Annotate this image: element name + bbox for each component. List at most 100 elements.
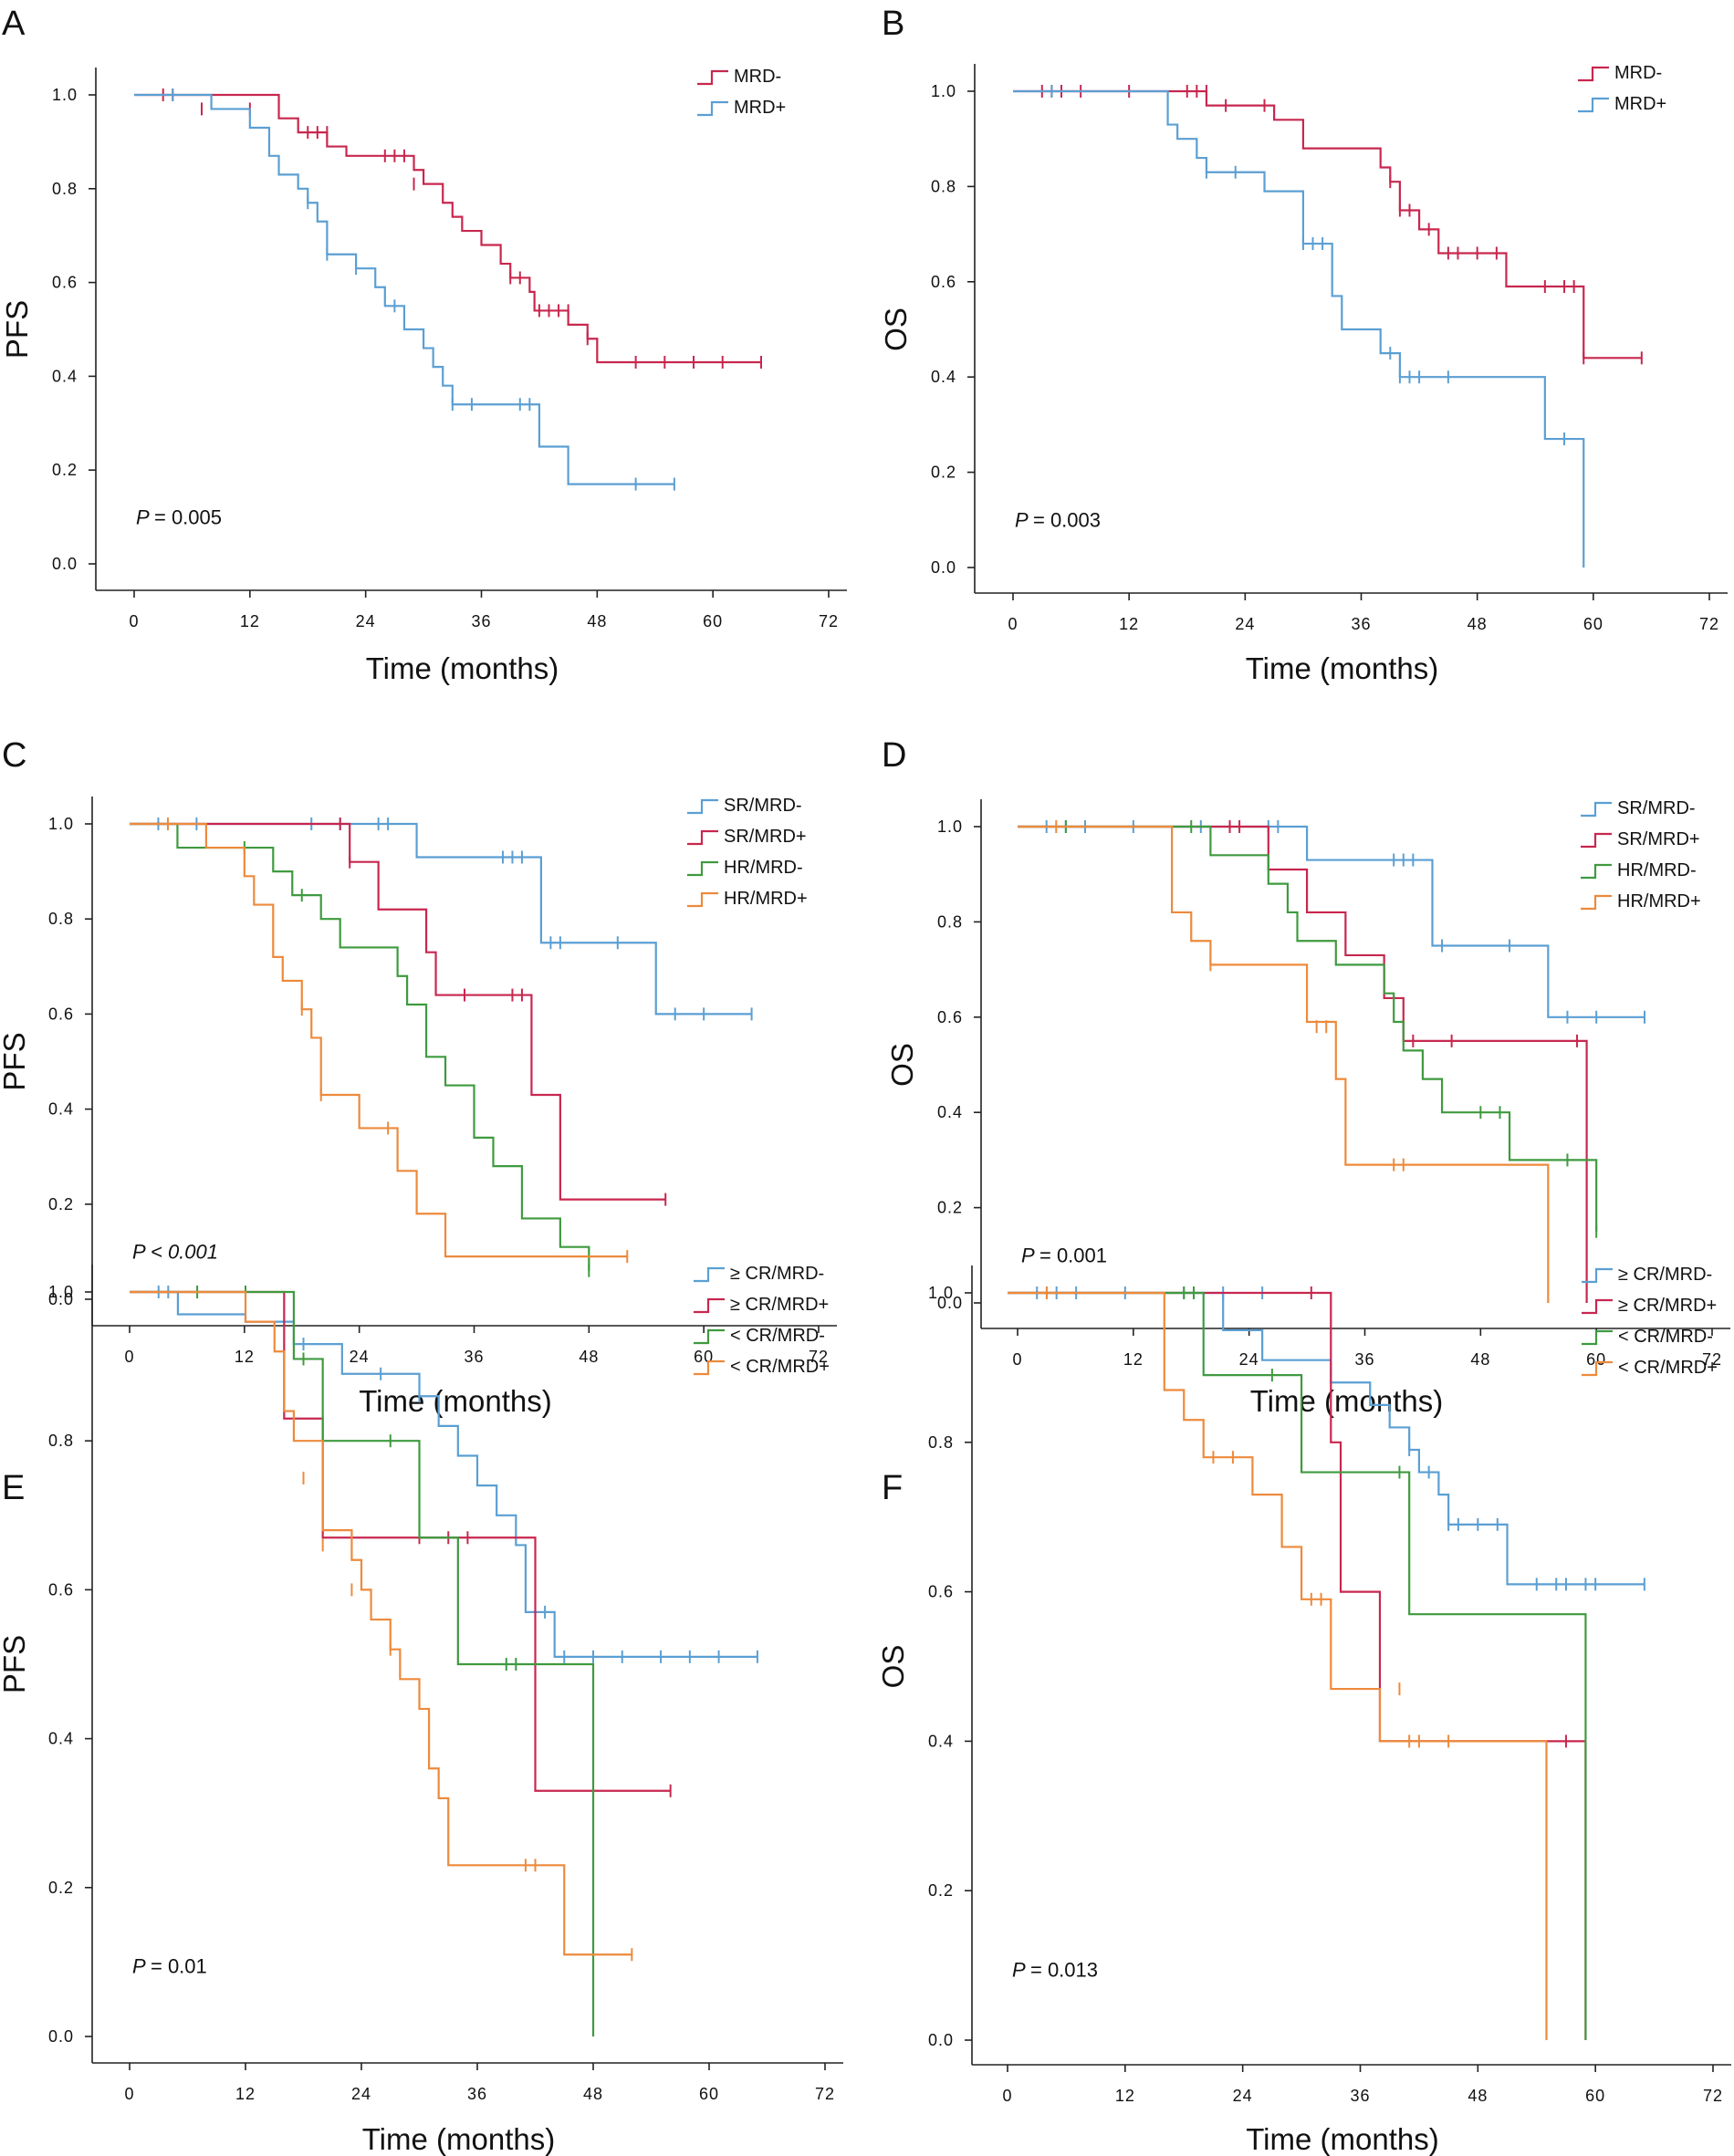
- panel-e-y-tick-label: 0.2: [48, 1879, 74, 1897]
- panel-a-legend-label: MRD-: [734, 67, 781, 87]
- panel-c-x-tick-label: 24: [350, 1348, 370, 1366]
- panel-e-x-tick-label: 12: [235, 2085, 256, 2103]
- panel-c-letter: C: [2, 736, 26, 775]
- panel-c-y-tick-label: 0.0: [48, 1290, 74, 1308]
- panel-f-x-axis-title: Time (months): [1246, 2122, 1438, 2156]
- panel-c-legend-label: HR/MRD+: [724, 889, 808, 909]
- panel-a-curve-1: [134, 93, 762, 364]
- panel-e-legend-label: < CR/MRD+: [730, 1357, 830, 1377]
- panel-a-y-tick-label: 0.6: [52, 274, 78, 292]
- panel-c-legend-swatch: [687, 860, 718, 877]
- panel-d-letter: D: [882, 736, 906, 775]
- panel-d-curve-1: [1018, 825, 1645, 1018]
- panel-c-legend-label: HR/MRD-: [724, 858, 803, 878]
- panel-b: B 0 12 24 36 48 60 72 0.0 0.2 0.4 0.6 0.8 1.0 Time (mo…: [879, 5, 1728, 685]
- panel-e-y-tick-label: 0.4: [48, 1730, 74, 1748]
- panel-d-legend-label: HR/MRD-: [1617, 860, 1697, 880]
- panel-d-y-tick-label: 1.0: [937, 818, 963, 836]
- panel-e-legend-label: ≥ CR/MRD-: [730, 1264, 824, 1284]
- panel-c-legend-swatch: [687, 798, 718, 815]
- panel-d-y-tick-label: 0.2: [937, 1199, 963, 1217]
- panel-d-y-axis-title: OS: [885, 1043, 919, 1087]
- panel-d-x-tick-label: 12: [1123, 1350, 1144, 1369]
- panel-b-curve-1: [1013, 89, 1642, 359]
- panel-f-legend-swatch: [1582, 1360, 1613, 1377]
- panel-c-legend-swatch: [687, 829, 718, 846]
- panel-f-x-tick-label: 12: [1115, 2087, 1135, 2105]
- panel-d-x-tick-label: 36: [1354, 1350, 1374, 1369]
- panel-d-curve-4: [1018, 825, 1550, 1303]
- panel-e-legend-label: < CR/MRD-: [730, 1326, 825, 1346]
- panel-b-x-tick-label: 24: [1235, 615, 1255, 633]
- panel-a-legend-swatch: [697, 100, 728, 117]
- panel-d-legend-label: SR/MRD+: [1617, 829, 1700, 849]
- panel-b-y-tick-label: 0.6: [931, 273, 956, 291]
- panel-c-y-tick-label: 0.6: [48, 1005, 74, 1023]
- panel-f-curve-4: [1008, 1291, 1548, 2040]
- panel-a-x-tick-label: 12: [240, 612, 260, 630]
- panel-e-legend-swatch: [694, 1297, 725, 1314]
- panel-b-x-axis-title: Time (months): [1246, 651, 1438, 685]
- panel-f-x-tick-label: 24: [1233, 2087, 1253, 2105]
- panel-b-y-tick-label: 1.0: [931, 82, 956, 100]
- panel-f-x-tick-label: 60: [1585, 2087, 1605, 2105]
- panel-f-p-value: P = 0.013: [1012, 1958, 1098, 1981]
- panel-d-x-tick-label: 72: [1702, 1350, 1722, 1369]
- panel-e-x-tick-label: 0: [124, 2085, 134, 2103]
- panel-f-legend-label: < CR/MRD+: [1618, 1358, 1718, 1378]
- panel-b-legend-label: MRD+: [1614, 94, 1666, 114]
- panel-f-legend-swatch: [1582, 1329, 1613, 1346]
- panel-a-y-tick-label: 0.2: [52, 461, 78, 479]
- panel-f-legend-swatch: [1582, 1267, 1613, 1284]
- panel-c: C 0 12 24 36 48 60 72 0.0 0.2 0.4 0.6 0.8 1.0 Time (mo…: [0, 736, 837, 1418]
- panel-c-legend-swatch: [687, 891, 718, 908]
- panel-b-y-tick-label: 0.4: [931, 368, 956, 386]
- panel-a-y-axis-title: PFS: [0, 300, 34, 359]
- panel-e-x-axis-title: Time (months): [362, 2122, 555, 2156]
- panel-b-x-tick-label: 72: [1699, 615, 1719, 633]
- panel-d-y-tick-label: 0.4: [937, 1103, 963, 1121]
- panel-e-x-tick-label: 24: [351, 2085, 371, 2103]
- panel-e-x-tick-label: 72: [815, 2085, 835, 2103]
- panel-c-x-tick-label: 36: [464, 1348, 484, 1366]
- panel-b-curve-2: [1013, 89, 1585, 568]
- panel-b-x-tick-label: 60: [1583, 615, 1603, 633]
- panel-f-y-tick-label: 0.6: [928, 1583, 954, 1601]
- panel-f-letter: F: [882, 1469, 903, 1507]
- panel-b-legend-label: MRD-: [1614, 63, 1662, 83]
- panel-f-legend-swatch: [1582, 1298, 1613, 1315]
- panel-c-x-tick-label: 0: [124, 1348, 134, 1366]
- panel-d-x-tick-label: 60: [1586, 1350, 1606, 1369]
- panel-d-y-tick-label: 0.8: [937, 912, 963, 931]
- panel-f-y-tick-label: 0.8: [928, 1433, 954, 1452]
- panel-e-curve-1: [130, 1290, 757, 1658]
- panel-f-y-tick-label: 0.0: [928, 2031, 954, 2049]
- panel-a-x-tick-label: 60: [703, 612, 723, 630]
- panel-d-legend-swatch: [1581, 832, 1612, 849]
- panel-b-legend-swatch: [1578, 97, 1609, 113]
- panel-d: D 0 12 24 36 48 60 72 0.0 0.2 0.4 0.6 0.8 1.0 Time (mo…: [882, 736, 1730, 1418]
- panel-d-x-tick-label: 24: [1239, 1350, 1259, 1369]
- panel-c-x-tick-label: 48: [579, 1348, 599, 1366]
- panel-d-legend-swatch: [1581, 894, 1612, 911]
- panel-d-legend-swatch: [1581, 863, 1612, 880]
- panel-d-curve-2: [1018, 825, 1588, 1303]
- panel-f-y-tick-label: 0.2: [928, 1881, 954, 1900]
- panel-e-y-tick-label: 1.0: [48, 1283, 74, 1301]
- panel-f-curve-3: [1008, 1291, 1587, 2040]
- panel-e-legend-swatch: [694, 1266, 725, 1283]
- panel-e-letter: E: [2, 1469, 25, 1507]
- panel-c-y-axis-title: PFS: [0, 1032, 31, 1090]
- panel-b-x-tick-label: 0: [1008, 615, 1018, 633]
- panel-d-x-tick-label: 0: [1012, 1350, 1022, 1369]
- panel-a-legend-label: MRD+: [734, 98, 786, 118]
- panel-a-x-tick-label: 0: [129, 612, 139, 630]
- panel-d-legend-swatch: [1581, 801, 1612, 818]
- panel-f-y-tick-label: 1.0: [928, 1284, 954, 1302]
- panel-f-y-axis-title: OS: [876, 1645, 910, 1689]
- panel-c-curve-4: [130, 822, 628, 1258]
- panel-b-y-axis-title: OS: [879, 307, 913, 351]
- panel-e-curve-4: [130, 1290, 632, 1956]
- panel-a: A 0 12 24 36 48 60 72 0.0 0.2 0.4 0.6 0.8 1.0 Time (mo…: [0, 5, 847, 685]
